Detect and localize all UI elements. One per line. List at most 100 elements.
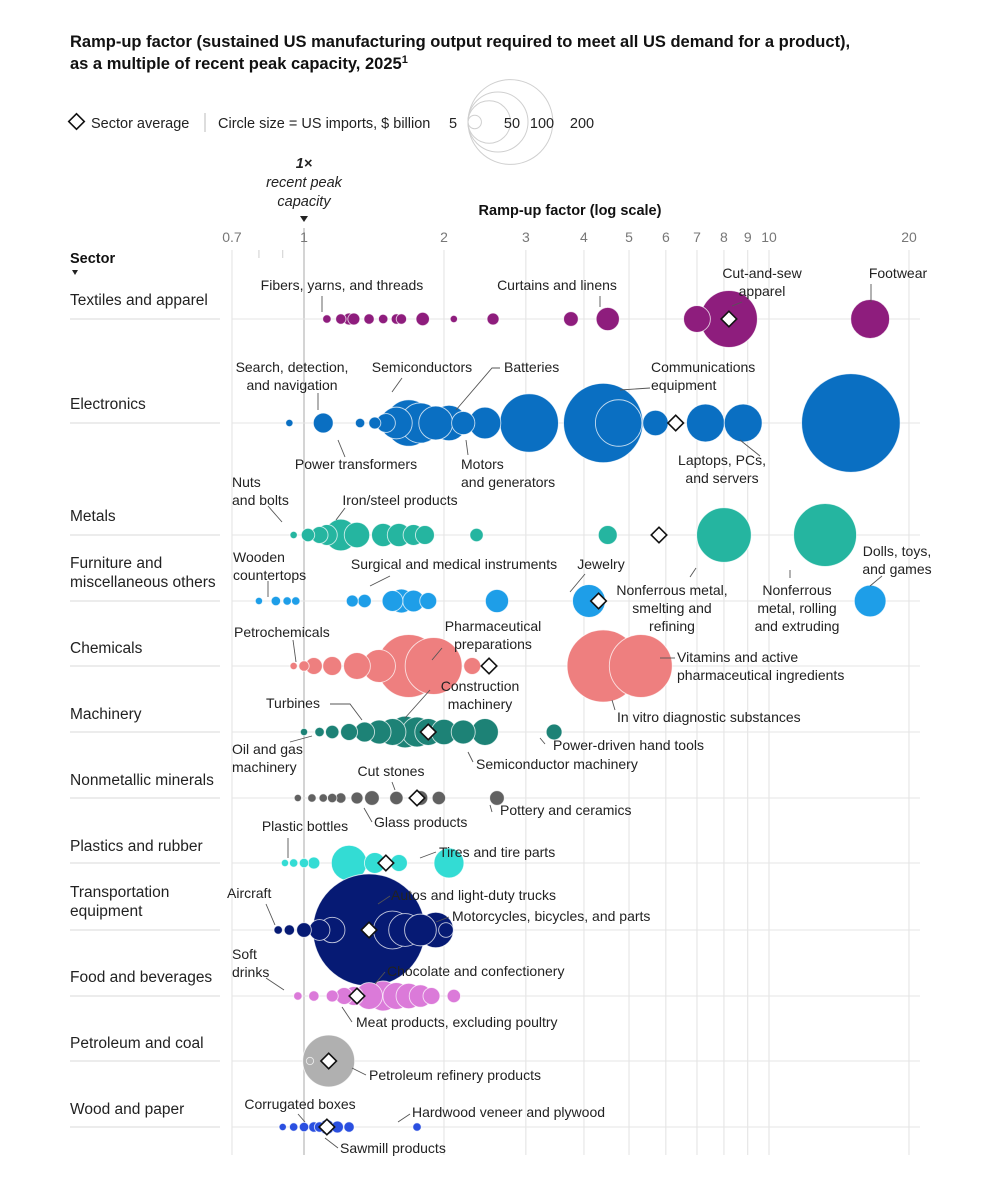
tick-label-1: 1 <box>300 229 308 245</box>
bubble <box>298 857 310 869</box>
bubble <box>368 416 382 430</box>
sector-label: Plastics and rubber <box>70 838 203 855</box>
peak-label-line-1: 1× <box>296 156 313 172</box>
sector-average-marker <box>650 526 668 544</box>
annotation-leader <box>265 903 276 926</box>
annotation-label: Laptops, PCs, <box>678 452 766 468</box>
annotation-label: Motors <box>461 456 504 472</box>
annotation-label: Jewelry <box>577 556 624 572</box>
annotation-label: equipment <box>651 377 716 393</box>
annotation-label: Meat products, excluding poultry <box>356 1014 558 1030</box>
sector-average-diamond-icon <box>67 112 86 131</box>
annotation-label: Semiconductor machinery <box>476 756 638 772</box>
bubble <box>357 593 372 609</box>
sector-label: Metals <box>70 508 116 525</box>
tick-label-3: 3 <box>522 229 530 245</box>
peak-label-line-3: capacity <box>277 194 331 210</box>
annotation-leader <box>330 703 363 721</box>
bubble <box>293 991 303 1001</box>
bubble <box>377 313 389 325</box>
bubble <box>340 723 358 741</box>
annotation-label: Dolls, toys, <box>863 543 931 559</box>
annotation-leader <box>324 1137 339 1149</box>
sector-average-marker <box>419 723 438 741</box>
bubble <box>325 724 340 740</box>
bubble <box>322 656 343 676</box>
bubble <box>308 919 331 941</box>
annotation-leader <box>619 387 651 391</box>
annotation-label: Autos and light-duty trucks <box>391 887 556 903</box>
bubble <box>450 719 476 745</box>
bubble <box>283 924 295 936</box>
annotation-leader <box>391 781 396 791</box>
annotation-leader <box>455 367 500 411</box>
bubble <box>308 990 320 1002</box>
annotation-leader <box>374 971 386 985</box>
annotation-label: Communications <box>651 359 755 375</box>
annotation-label: Oil and gas <box>232 741 303 757</box>
bubble <box>449 314 458 324</box>
bubble <box>296 922 312 938</box>
annotation-label: Construction <box>441 678 520 694</box>
annotation-leader <box>404 689 431 719</box>
annotation-label: apparel <box>739 283 786 299</box>
sector-average-marker <box>589 592 608 610</box>
peak-arrow-icon <box>300 216 308 222</box>
bubble <box>300 527 316 543</box>
bubble <box>345 594 359 608</box>
sector-averages <box>317 310 738 1136</box>
annotation-label: Vitamins and active <box>677 649 798 665</box>
bubble <box>381 590 404 612</box>
size-legend-label-200: 200 <box>570 116 594 132</box>
bubble <box>595 306 620 332</box>
sector-average-marker <box>319 1052 338 1070</box>
annotation-label: Sawmill products <box>340 1140 446 1156</box>
bubble <box>418 405 454 441</box>
annotation-leader <box>435 916 450 923</box>
size-legend-label-50: 50 <box>504 116 520 132</box>
bubble <box>414 525 435 545</box>
bubble <box>642 409 669 437</box>
annotation-label: Cut stones <box>358 763 425 779</box>
annotation-leader <box>739 439 761 457</box>
sector-label: Transportation <box>70 884 169 901</box>
annotation-leader <box>611 699 616 711</box>
bubble <box>327 792 338 804</box>
bubble <box>696 507 752 563</box>
bubble <box>282 596 292 606</box>
bubble <box>307 856 321 870</box>
bubble <box>850 299 891 339</box>
annotation-label: Nonferrous metal, <box>616 582 727 598</box>
size-legend-label-100: 100 <box>530 116 554 132</box>
annotation-label: Power-driven hand tools <box>553 737 704 753</box>
axis-title: Ramp-up factor (log scale) <box>479 203 662 219</box>
bubble <box>469 527 484 543</box>
annotation-label: and generators <box>461 474 555 490</box>
bubble <box>350 791 364 805</box>
tick-label-5: 5 <box>625 229 633 245</box>
annotation-leader <box>292 639 297 663</box>
sector-label: Petroleum and coal <box>70 1035 204 1052</box>
bubble <box>289 530 298 540</box>
annotation-label: and navigation <box>246 377 337 393</box>
annotation-leader <box>341 1006 353 1023</box>
annotation-label: countertops <box>233 567 306 583</box>
annotation-leader <box>351 1067 367 1076</box>
sector-label: Furniture and <box>70 555 162 572</box>
annotation-label: drinks <box>232 964 269 980</box>
tick-label-9: 9 <box>744 229 752 245</box>
bubble <box>347 312 361 326</box>
tick-label-6: 6 <box>662 229 670 245</box>
bubble <box>438 922 454 938</box>
bubble <box>594 399 643 447</box>
bubble <box>419 592 438 610</box>
legend-circle-size: Circle size = US imports, $ billion <box>218 116 430 132</box>
annotation-label: Search, detection, <box>236 359 349 375</box>
annotation-leader <box>467 751 474 763</box>
bubble <box>314 726 325 738</box>
bubble <box>343 521 371 549</box>
title-line-2-text: as a multiple of recent peak capacity, 2… <box>70 55 402 73</box>
annotation-leader <box>289 735 313 743</box>
sector-average-marker <box>360 921 378 939</box>
bubble <box>299 727 309 737</box>
